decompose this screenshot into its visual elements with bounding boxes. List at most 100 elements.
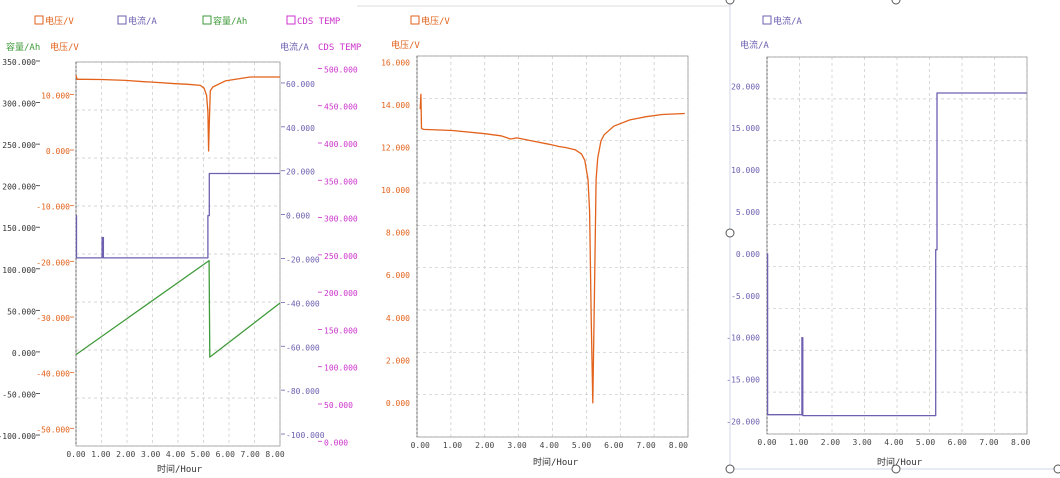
- chart2-x-tick-label: 4.00: [540, 441, 559, 450]
- chart2-x-tick-label: 7.00: [636, 441, 655, 450]
- chart2-y-axis-title: 电压/V: [391, 39, 420, 51]
- chart1-x-tick-label: 6.00: [216, 450, 235, 459]
- chart1-series-current: [75, 172, 280, 259]
- chart1-capacity-axis-title: 容量/Ah: [6, 41, 40, 53]
- chart1-voltage-axis-tick-label: -40.000: [36, 370, 70, 379]
- chart1-capacity-axis-tick-label: 250.000: [2, 141, 36, 150]
- legend-swatch-voltage: [34, 15, 44, 25]
- chart1-series-voltage: [75, 75, 280, 152]
- chart1-temp-axis-tick-label: 500.000: [324, 65, 358, 74]
- chart3-y-axis-tick-label: 20.000: [731, 82, 760, 91]
- chart2-x-tick-label: 1.00: [443, 441, 462, 450]
- handle-bottom-right[interactable]: [1053, 464, 1060, 474]
- chart3-x-tick-label: 0.00: [757, 438, 776, 447]
- chart2-y-axis-tick-label: 6.000: [386, 271, 410, 280]
- legend-chart1: 电压/V 电流/A 容量/Ah CDS TEMP: [34, 15, 341, 27]
- chart1-voltage-axis-tick-label: -30.000: [36, 314, 70, 323]
- legend-swatch-voltage-2: [410, 15, 420, 25]
- chart1-current-axis-tick-label: -20.000: [286, 255, 320, 264]
- chart3-x-tick-label: 6.00: [948, 438, 967, 447]
- chart2-y-axis-tick-label: 4.000: [386, 314, 410, 323]
- chart3-resize-handles[interactable]: [725, 0, 1060, 474]
- chart3-y-axis-tick-label: -15.000: [726, 376, 760, 385]
- legend-chart2: 电压/V: [410, 15, 450, 27]
- chart1-voltage-axis-title: 电压/V: [50, 41, 79, 53]
- chart1-capacity-axis-tick-label: 50.000: [7, 307, 36, 316]
- handle-bottom-mid[interactable]: [891, 464, 901, 474]
- chart1-temp-axis-tick-label: 100.000: [324, 364, 358, 373]
- chart1-temp-axis-title: CDS TEMP: [318, 43, 362, 53]
- legend-label-temp: CDS TEMP: [297, 17, 341, 27]
- chart3-x-tick-label: 1.00: [789, 438, 808, 447]
- handle-mid-left[interactable]: [725, 228, 735, 238]
- chart3-x-tick-label: 4.00: [884, 438, 903, 447]
- legend-swatch-current-3: [762, 15, 772, 25]
- chart1-x-tick-label: 8.00: [265, 450, 284, 459]
- chart1-current-axis-tick-label: -40.000: [286, 299, 320, 308]
- chart3-x-tick-label: 3.00: [852, 438, 871, 447]
- chart1-current-axis-tick-label: 20.000: [286, 168, 315, 177]
- chart1-current-axis-tick-label: 0.000: [286, 212, 310, 221]
- chart3-y-axis-tick-label: 10.000: [731, 166, 760, 175]
- handle-top-mid[interactable]: [891, 0, 901, 5]
- chart2-plot-frame: [416, 55, 689, 438]
- chart1-current-axis-tick-label: 40.000: [286, 124, 315, 133]
- chart1-temp-axis-tick-label: 150.000: [324, 326, 358, 335]
- chart1-current-axis-tick-label: -100.000: [286, 431, 325, 440]
- chart1-series-capacity: [75, 259, 281, 358]
- chart1-temp-axis-tick-label: 400.000: [324, 140, 358, 149]
- chart1-x-tick-label: 1.00: [91, 450, 110, 459]
- legend-swatch-capacity: [202, 15, 212, 25]
- chart3-selection-frame: [357, 0, 1060, 470]
- chart1-x-tick-label: 0.00: [66, 450, 85, 459]
- chart1-voltage-axis-tick-label: -20.000: [36, 258, 70, 267]
- chart1-voltage-axis-tick-label: 10.000: [41, 91, 70, 100]
- chart2-y-axis-tick-label: 10.000: [381, 186, 410, 195]
- legend-chart3: 电流/A: [762, 15, 802, 27]
- chart1-temp-axis-tick-label: 350.000: [324, 177, 358, 186]
- chart1-x-tick-label: 7.00: [241, 450, 260, 459]
- chart1-capacity-axis-tick-label: 0.000: [12, 349, 36, 358]
- chart-layers: -100.000-50.0000.00050.000100.000150.000…: [0, 55, 1030, 459]
- chart1-capacity-axis-tick-label: 300.000: [2, 100, 36, 109]
- chart3-y-axis-tick-label: 5.000: [736, 208, 760, 217]
- chart1-temp-axis-tick-label: 250.000: [324, 252, 358, 261]
- chart3-x-tick-label: 2.00: [821, 438, 840, 447]
- legend-label-current-3: 电流/A: [773, 15, 802, 27]
- chart3-grid: [766, 56, 1028, 435]
- chart1-temp-axis-tick-label: 300.000: [324, 215, 358, 224]
- chart3-series-current: [766, 92, 1027, 417]
- chart2-y-axis-tick-label: 2.000: [386, 356, 410, 365]
- legend-swatch-current: [117, 15, 127, 25]
- chart2-y-axis-tick-label: 0.000: [386, 399, 410, 408]
- chart1-voltage-axis-tick-label: 0.000: [46, 147, 70, 156]
- chart1-voltage-axis-tick-label: -10.000: [36, 203, 70, 212]
- chart2-y-axis-tick-label: 14.000: [381, 101, 410, 110]
- chart3-y-axis-title: 电流/A: [740, 39, 769, 51]
- chart2-grid: [416, 55, 689, 438]
- chart2-y-axis-tick-label: 8.000: [386, 229, 410, 238]
- chart3-y-axis-tick-label: -10.000: [726, 334, 760, 343]
- legend-label-voltage-2: 电压/V: [421, 15, 450, 27]
- chart1-current-axis-tick-label: -60.000: [286, 343, 320, 352]
- chart3-x-tick-label: 7.00: [979, 438, 998, 447]
- chart1-capacity-axis-tick-label: -100.000: [0, 432, 36, 441]
- legend-label-current: 电流/A: [128, 15, 157, 27]
- legend-label-voltage: 电压/V: [45, 15, 74, 27]
- chart1-capacity-axis-tick-label: -50.000: [2, 390, 36, 399]
- chart1-capacity-axis-tick-label: 200.000: [2, 183, 36, 192]
- handle-top-left[interactable]: [725, 0, 735, 5]
- chart2-x-tick-label: 5.00: [572, 441, 591, 450]
- chart3-x-tick-label: 5.00: [916, 438, 935, 447]
- chart1-voltage-axis-tick-label: -50.000: [36, 425, 70, 434]
- handle-bottom-left[interactable]: [725, 464, 735, 474]
- chart1-current-axis-tick-label: -80.000: [286, 387, 320, 396]
- chart1-capacity-axis-tick-label: 350.000: [2, 58, 36, 67]
- chart3-y-axis-tick-label: 15.000: [731, 124, 760, 133]
- chart2-y-axis-tick-label: 16.000: [381, 58, 410, 67]
- chart3-x-axis-title: 时间/Hour: [877, 456, 923, 468]
- chart2-y-axis-tick-label: 12.000: [381, 144, 410, 153]
- chart1-x-tick-label: 3.00: [141, 450, 160, 459]
- chart2-x-tick-label: 6.00: [604, 441, 623, 450]
- chart3-x-tick-label: 8.00: [1011, 438, 1030, 447]
